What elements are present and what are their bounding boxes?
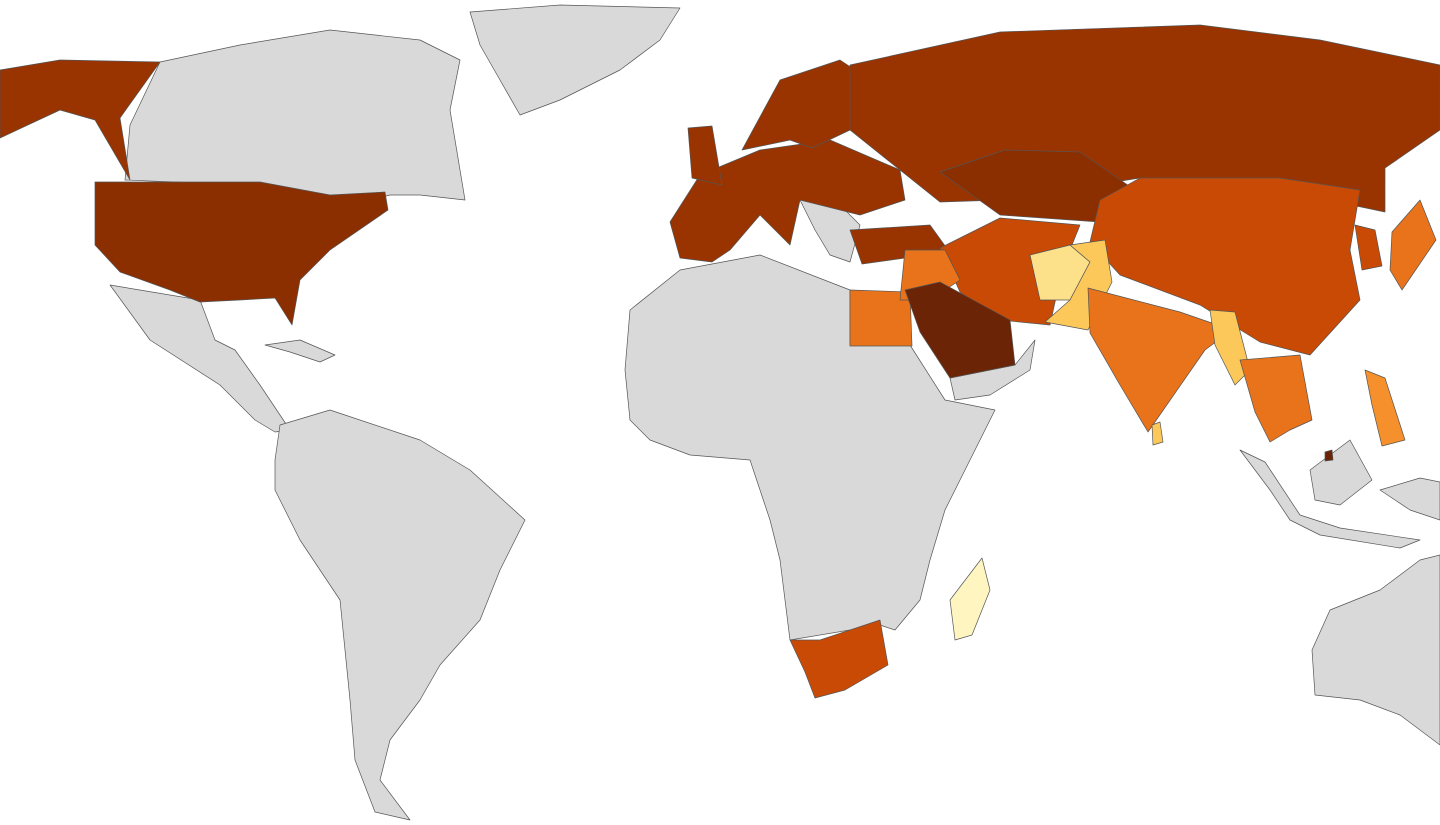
china (1089, 177, 1361, 356)
brunei (1324, 449, 1334, 462)
alaska (0, 59, 161, 181)
greenland (469, 4, 681, 116)
japan (1389, 199, 1437, 291)
sri-lanka (1151, 421, 1164, 446)
southeast-asia (1239, 354, 1313, 443)
philippines (1364, 369, 1406, 447)
south-africa (789, 619, 889, 699)
caribbean (264, 339, 336, 363)
egypt (849, 289, 913, 347)
myanmar (1209, 309, 1251, 386)
western-europe (669, 139, 906, 263)
britain (687, 125, 723, 186)
saudi-arabia (904, 281, 1016, 379)
south-america (274, 409, 526, 821)
korea (1354, 224, 1383, 271)
australia (1311, 554, 1440, 746)
borneo (1309, 439, 1373, 506)
new-guinea (1379, 477, 1440, 521)
india (1087, 287, 1233, 433)
united-states (94, 181, 389, 326)
madagascar (949, 557, 991, 641)
indonesia (1239, 449, 1421, 549)
